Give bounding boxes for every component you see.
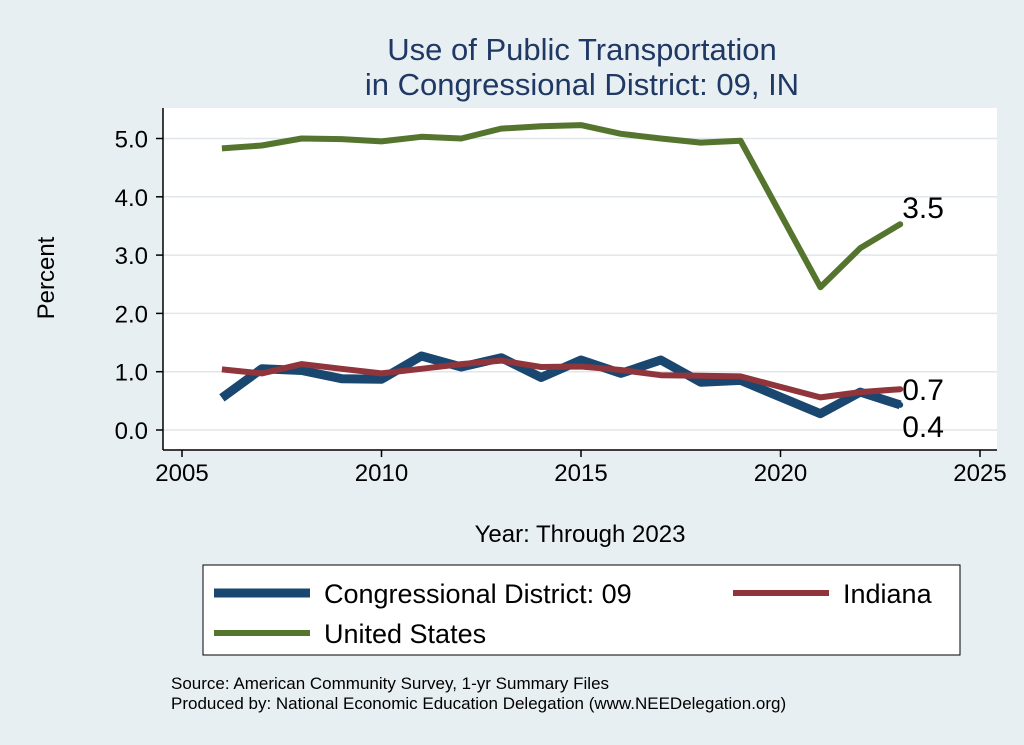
x-tick-label-1: 2010	[355, 460, 408, 487]
y-tick-label-2: 2.0	[115, 301, 148, 328]
x-axis-label: Year: Through 2023	[475, 521, 686, 548]
legend-label-1: Indiana	[843, 579, 933, 609]
y-tick-label-0: 0.0	[115, 418, 148, 445]
end-label-2: 3.5	[902, 192, 944, 225]
chart-title-line-2: in Congressional District: 09, IN	[365, 67, 799, 102]
series-line-1	[221, 357, 901, 401]
end-labels: 0.4 0.7 3.5	[902, 192, 944, 444]
series-end-point-0	[897, 401, 904, 408]
x-tick-label-0: 2005	[155, 460, 208, 487]
x-tick-label-2: 2015	[554, 460, 607, 487]
source-line-1: Source: American Community Survey, 1-yr …	[171, 674, 609, 693]
x-tick-label-3: 2020	[754, 460, 807, 487]
chart-title-line-1: Use of Public Transportation	[387, 32, 776, 67]
series-line-2	[221, 122, 902, 291]
y-tick-label-5: 5.0	[115, 127, 148, 154]
series-line-0	[219, 351, 902, 419]
end-label-1: 0.7	[902, 374, 944, 407]
y-axis-label: Percent	[33, 236, 60, 319]
axes: 0.0 1.0 2.0 3.0 4.0 5.0 2005 2010 2015 2020 2025	[115, 108, 1007, 487]
series-end-point-2	[897, 221, 904, 228]
x-tick-label-4: 2025	[953, 460, 1006, 487]
series-lines	[219, 122, 904, 419]
legend-box	[202, 564, 961, 656]
legend: Congressional District: 09 Indiana United …	[202, 564, 961, 656]
series-end-point-1	[897, 386, 904, 393]
y-tick-label-4: 4.0	[115, 185, 148, 212]
legend-label-2: United States	[324, 619, 486, 649]
source-line-2: Produced by: National Economic Education…	[171, 694, 786, 713]
end-label-0: 0.4	[902, 411, 944, 444]
y-tick-label-1: 1.0	[115, 360, 148, 387]
y-tick-label-3: 3.0	[115, 243, 148, 270]
legend-label-0: Congressional District: 09	[324, 579, 632, 609]
